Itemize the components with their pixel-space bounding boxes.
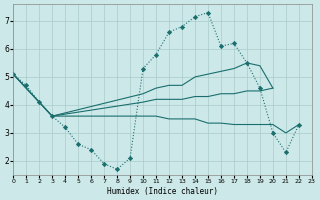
- X-axis label: Humidex (Indice chaleur): Humidex (Indice chaleur): [107, 187, 218, 196]
